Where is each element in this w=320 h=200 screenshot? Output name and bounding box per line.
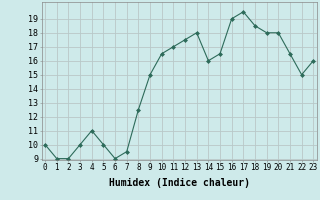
X-axis label: Humidex (Indice chaleur): Humidex (Indice chaleur) <box>109 178 250 188</box>
